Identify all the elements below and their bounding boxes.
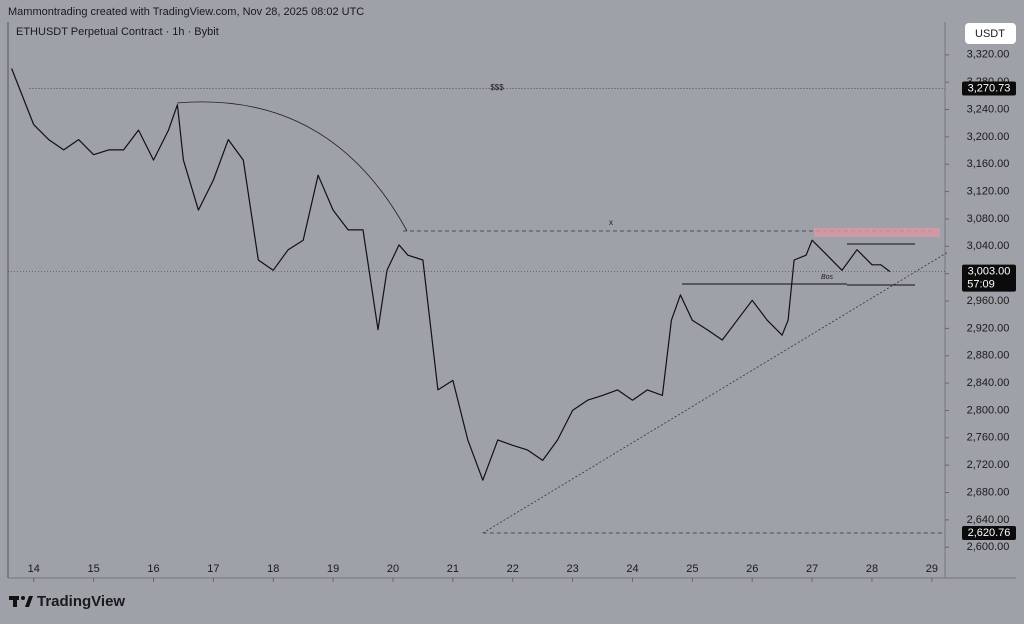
y-tick-label: 2,840.00 [967, 377, 1010, 389]
y-tick-label: 3,160.00 [967, 158, 1010, 170]
currency-button[interactable] [965, 23, 1016, 44]
y-tick-label: 2,720.00 [967, 459, 1010, 471]
y-tick-label: 3,120.00 [967, 186, 1010, 198]
y-tick-label: 3,040.00 [967, 240, 1010, 252]
liquidity-label: $$$ [490, 83, 504, 92]
y-tick-label: 2,960.00 [967, 295, 1010, 307]
x-tick-label: 17 [207, 563, 219, 575]
x-tick-label: 16 [147, 563, 159, 575]
y-tick-label: 3,320.00 [967, 49, 1010, 61]
currency-label: USDT [975, 28, 1005, 40]
x-tick-label: 25 [686, 563, 698, 575]
supply-zone [814, 228, 940, 237]
trendline [482, 251, 949, 534]
current-price-label: 3,003.00 [968, 266, 1011, 278]
y-tick-label: 3,200.00 [967, 131, 1010, 143]
x-tick-label: 20 [387, 563, 399, 575]
brand-logo: TradingView [9, 593, 125, 610]
x-tick-label: 14 [28, 563, 40, 575]
price-badge-label: 3,270.73 [968, 82, 1011, 94]
x-tick-label: 15 [87, 563, 99, 575]
y-tick-label: 2,920.00 [967, 322, 1010, 334]
attribution: Mammontrading created with TradingView.c… [8, 6, 364, 18]
level-label: x [609, 218, 613, 227]
y-tick-label: 2,680.00 [967, 486, 1010, 498]
countdown: 57:09 [967, 279, 995, 291]
x-tick-label: 21 [447, 563, 459, 575]
y-tick-label: 2,760.00 [967, 432, 1010, 444]
brand-name: TradingView [37, 593, 125, 610]
current-price-badge [962, 264, 1016, 292]
y-tick-label: 2,800.00 [967, 404, 1010, 416]
x-tick-label: 27 [806, 563, 818, 575]
y-tick-label: 2,640.00 [967, 514, 1010, 526]
x-tick-label: 28 [866, 563, 878, 575]
y-tick-label: 3,080.00 [967, 213, 1010, 225]
x-tick-label: 18 [267, 563, 279, 575]
x-tick-label: 22 [507, 563, 519, 575]
y-tick-label: 2,600.00 [967, 541, 1010, 553]
symbol-title: ETHUSDT Perpetual Contract · 1h · Bybit [16, 26, 219, 38]
bos-label: Bos [821, 274, 834, 281]
y-tick-label: 3,240.00 [967, 103, 1010, 115]
price-badge-label: 2,620.76 [968, 527, 1011, 539]
price-line-series [11, 68, 891, 481]
arc-drawing [176, 101, 408, 232]
x-tick-label: 24 [626, 563, 638, 575]
y-tick-label: 2,880.00 [967, 350, 1010, 362]
x-tick-label: 19 [327, 563, 339, 575]
x-tick-label: 29 [926, 563, 938, 575]
x-tick-label: 26 [746, 563, 758, 575]
x-tick-label: 23 [566, 563, 578, 575]
price-badge [962, 81, 1016, 96]
price-badge [962, 526, 1016, 541]
